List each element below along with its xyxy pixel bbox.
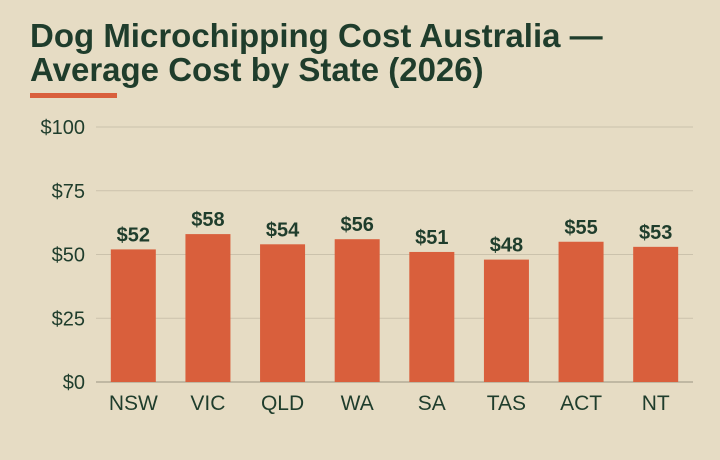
- data-label: $54: [266, 219, 300, 241]
- x-tick-label: NT: [642, 392, 670, 415]
- y-axis-ticks: $0 $25 $50 $75 $100: [41, 117, 86, 394]
- data-label: $55: [564, 217, 597, 239]
- bar: [558, 241, 604, 382]
- y-tick-label: $75: [52, 181, 85, 203]
- bar: [260, 244, 306, 382]
- bar: [185, 234, 231, 382]
- y-tick-label: $25: [52, 308, 85, 330]
- bar: [110, 249, 156, 382]
- bars: [110, 234, 679, 382]
- data-labels: $52 $58 $54 $56 $51 $48 $55 $53: [117, 209, 673, 257]
- y-tick-label: $0: [63, 372, 85, 394]
- x-tick-label: ACT: [560, 392, 602, 415]
- y-tick-label: $50: [52, 245, 85, 267]
- x-tick-label: NSW: [109, 392, 158, 415]
- x-axis-ticks: NSW VIC QLD WA SA TAS ACT NT: [109, 392, 670, 415]
- data-label: $58: [191, 209, 224, 231]
- x-tick-label: WA: [341, 392, 374, 415]
- bar: [409, 251, 455, 382]
- x-tick-label: TAS: [487, 392, 526, 415]
- data-label: $56: [341, 214, 374, 236]
- data-label: $48: [490, 235, 523, 257]
- bar: [633, 246, 679, 382]
- x-tick-label: SA: [418, 392, 446, 415]
- data-label: $52: [117, 224, 150, 246]
- title-accent-rule: [30, 93, 117, 98]
- bar: [334, 239, 380, 382]
- bar: [483, 259, 529, 382]
- x-tick-label: QLD: [261, 392, 304, 415]
- y-tick-label: $100: [41, 117, 86, 139]
- data-label: $53: [639, 222, 672, 244]
- x-tick-label: VIC: [190, 392, 225, 415]
- data-label: $51: [415, 227, 448, 249]
- chart-title: Dog Microchipping Cost Australia — Avera…: [30, 17, 603, 88]
